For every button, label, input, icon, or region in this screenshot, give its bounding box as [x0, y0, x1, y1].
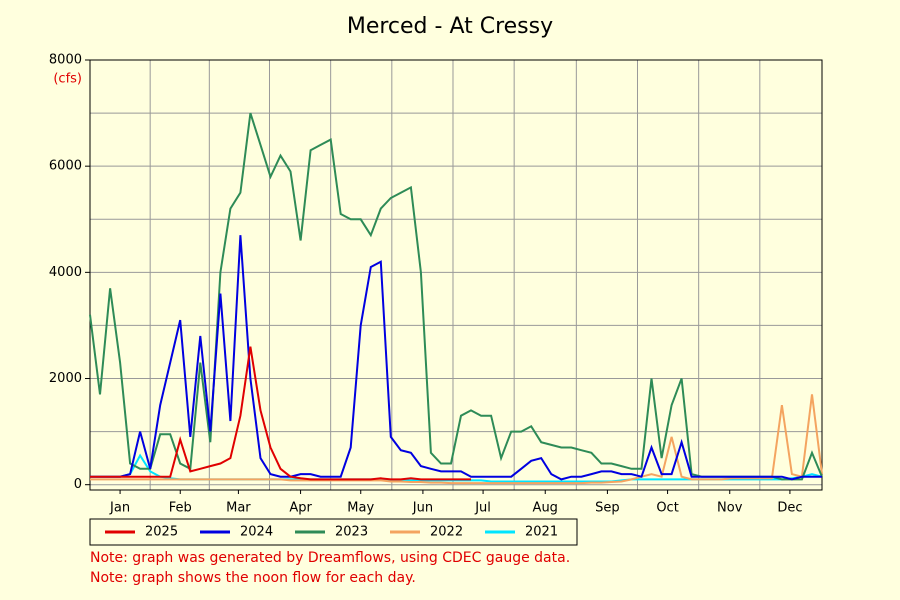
legend-label: 2023 — [335, 525, 368, 540]
x-tick-label: May — [347, 501, 374, 516]
series-line — [90, 394, 823, 485]
note: Note: graph shows the noon flow for each… — [90, 570, 416, 586]
x-tick-label: Aug — [533, 501, 558, 516]
x-tick-label: Sep — [595, 501, 620, 516]
y-tick-label: 4000 — [49, 265, 82, 280]
plot-frame — [89, 59, 823, 491]
y-unit: (cfs) — [53, 72, 82, 87]
chart-title: Merced - At Cressy — [347, 14, 553, 39]
x-tick-label: Jun — [412, 501, 433, 516]
x-tick-label: Feb — [169, 501, 192, 516]
series-line — [90, 235, 822, 481]
y-tick-label: 8000 — [49, 53, 82, 68]
x-tick-label: Oct — [656, 501, 678, 516]
series-line — [90, 346, 471, 481]
legend-box — [89, 518, 578, 546]
y-tick-label: 0 — [74, 477, 82, 492]
x-tick-label: Nov — [717, 501, 743, 516]
legend-label: 2021 — [525, 525, 558, 540]
legend-label: 2022 — [430, 525, 463, 540]
y-tick-label: 6000 — [49, 159, 82, 174]
x-tick-label: Jul — [474, 501, 491, 516]
x-tick-label: Mar — [226, 501, 251, 516]
legend-label: 2024 — [240, 525, 273, 540]
x-tick-label: Dec — [777, 501, 802, 516]
note: Note: graph was generated by Dreamflows,… — [90, 550, 570, 566]
legend-label: 2025 — [145, 525, 178, 540]
y-tick-label: 2000 — [49, 371, 82, 386]
x-tick-label: Jan — [109, 501, 130, 516]
x-tick-label: Apr — [289, 501, 312, 516]
